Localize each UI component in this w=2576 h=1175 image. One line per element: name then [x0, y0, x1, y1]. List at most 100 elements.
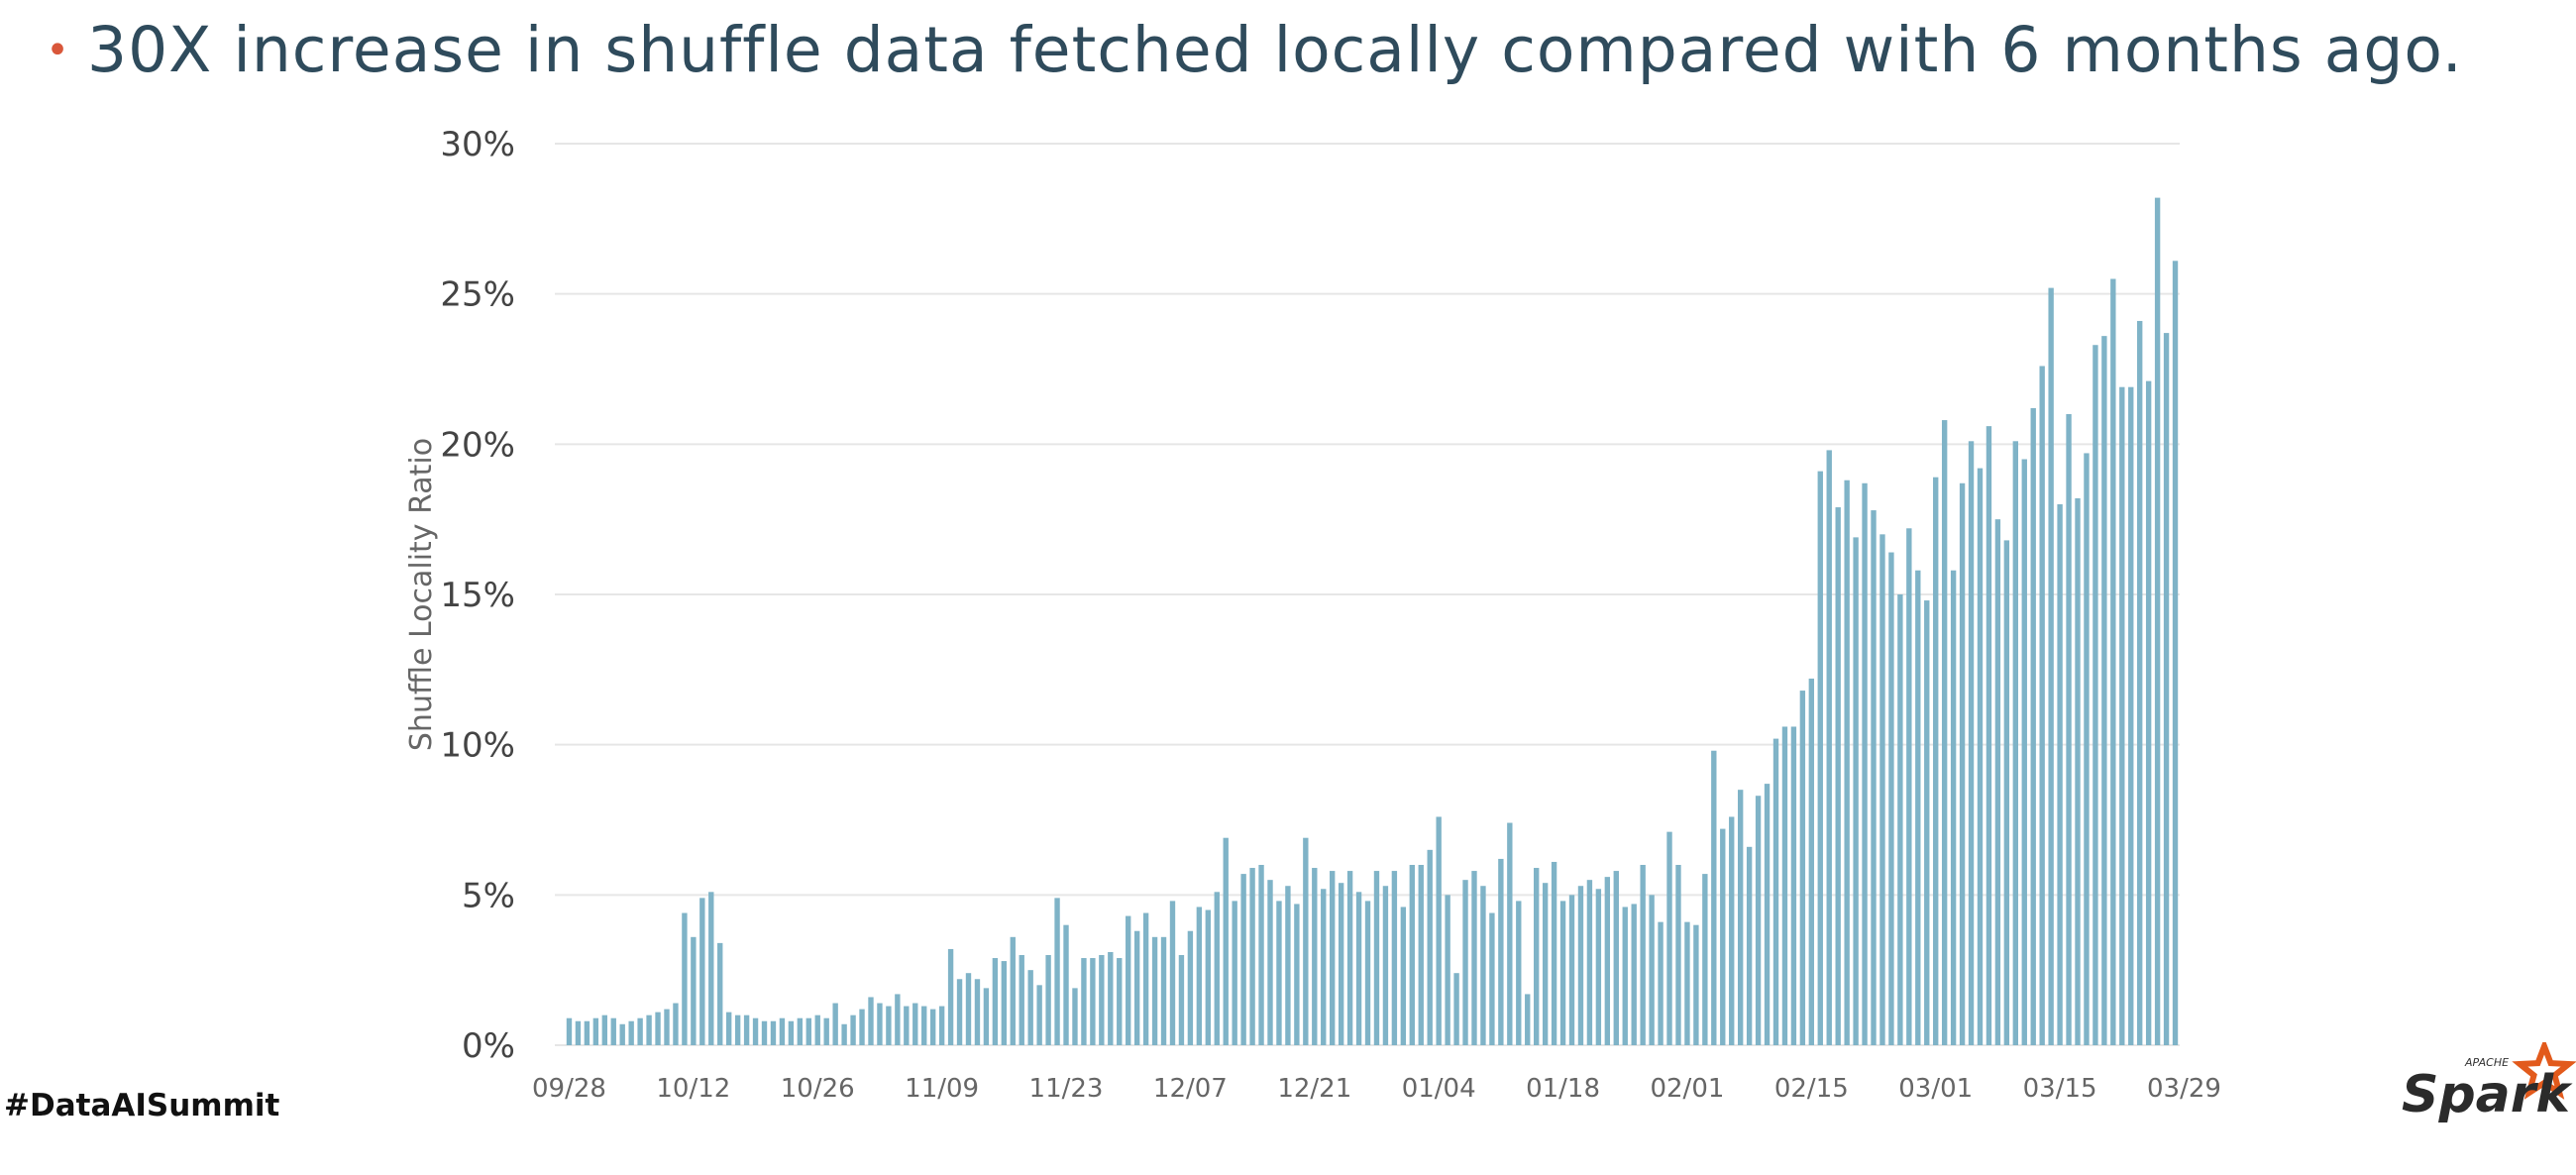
x-tick-label: 12/21 [1277, 1074, 1351, 1104]
bar [1108, 951, 1114, 1045]
bar [1099, 955, 1105, 1045]
bar [2039, 366, 2045, 1045]
bar [2119, 386, 2125, 1045]
chart-svg: 0% 5% 10% 15% 20% 25% 30% 09/28 10/12 10/26 11/09 1… [404, 125, 2221, 1104]
event-hashtag: #DataAISummit [4, 1088, 280, 1123]
bar-chart: 0% 5% 10% 15% 20% 25% 30% 09/28 10/12 10/26 11/09 1… [376, 114, 2239, 1105]
bar [1045, 955, 1051, 1045]
bar [2075, 497, 2081, 1045]
x-tick-label: 01/04 [1402, 1074, 1476, 1104]
bar [628, 1020, 634, 1045]
bar [1019, 955, 1024, 1045]
bar [743, 1015, 750, 1045]
bar [1223, 837, 1229, 1045]
bar [814, 1015, 820, 1045]
headline: 30X increase in shuffle data fetched loc… [87, 14, 2463, 86]
bar [2172, 261, 2179, 1045]
y-tick-label: 25% [440, 275, 515, 315]
bar [1862, 482, 1868, 1045]
bar [938, 1006, 945, 1045]
bar [1409, 865, 1415, 1045]
bar [1950, 570, 1957, 1045]
bar [1436, 816, 1442, 1045]
bar [1471, 871, 1477, 1045]
bar [805, 1017, 811, 1045]
bar [566, 1017, 573, 1045]
bar [1330, 871, 1336, 1045]
bar [904, 1006, 910, 1045]
bar [2110, 278, 2116, 1045]
bullet-point: • [46, 27, 69, 73]
y-axis-label: Shuffle Locality Ratio [404, 438, 439, 751]
bar [1418, 865, 1424, 1045]
bar [1126, 915, 1131, 1045]
bar [1853, 537, 1859, 1045]
bar [1968, 441, 1975, 1045]
bar [1675, 865, 1681, 1045]
bar [1063, 924, 1069, 1045]
bar [1498, 858, 1504, 1045]
x-tick-label: 03/29 [2147, 1074, 2221, 1104]
bar [655, 1012, 661, 1045]
bar [2154, 197, 2161, 1046]
y-tick-label: 30% [440, 125, 515, 164]
bar [1427, 849, 1433, 1045]
bar [2057, 504, 2063, 1045]
bar [1187, 930, 1194, 1045]
bar [1720, 828, 1726, 1045]
bar [2003, 540, 2010, 1045]
bar [1072, 988, 1078, 1045]
bar [877, 1003, 883, 1045]
bar [734, 1015, 741, 1045]
bar [850, 1015, 856, 1045]
spark-logo-graphic: APACHE Spark [2402, 1037, 2576, 1124]
bar [2066, 414, 2072, 1045]
bar [1285, 886, 1291, 1045]
bar [1525, 994, 1531, 1045]
bar [1808, 678, 1815, 1045]
bar [1799, 691, 1806, 1045]
bar [1169, 901, 1176, 1045]
bar [841, 1023, 847, 1045]
bar [1142, 912, 1149, 1045]
bar [912, 1003, 918, 1045]
spark-logo-superscript: APACHE [2464, 1056, 2509, 1069]
bar [1258, 865, 1264, 1045]
bar [1897, 594, 1903, 1045]
bar [1151, 936, 1158, 1045]
bar [1577, 886, 1584, 1045]
bar [823, 1017, 829, 1045]
x-tick-label: 03/01 [1898, 1074, 1973, 1104]
y-tick-label: 10% [440, 726, 515, 766]
x-tick-label: 02/01 [1650, 1074, 1724, 1104]
bar [1559, 901, 1566, 1045]
bar [1205, 909, 1211, 1045]
bar [788, 1020, 795, 1045]
bar [1586, 880, 1593, 1045]
bar [1568, 895, 1575, 1045]
bar [2128, 386, 2134, 1045]
bar [2084, 453, 2090, 1045]
bar [983, 988, 990, 1045]
bar [1915, 570, 1921, 1045]
bar [2101, 336, 2107, 1046]
bar [1933, 477, 1939, 1045]
bar [673, 1003, 679, 1045]
bar [1826, 450, 1832, 1045]
x-tick-label: 10/12 [656, 1074, 730, 1104]
bar [886, 1006, 892, 1045]
x-tick-label: 11/23 [1029, 1074, 1104, 1104]
bar [1117, 958, 1123, 1045]
bar [1879, 534, 1885, 1045]
bar [575, 1020, 582, 1045]
bar [1001, 961, 1008, 1045]
y-tick-label: 20% [440, 425, 515, 465]
bar [1534, 868, 1540, 1045]
bar [2163, 333, 2170, 1046]
bar [1249, 868, 1255, 1045]
bar [610, 1017, 616, 1045]
bar [1312, 868, 1318, 1045]
bar [779, 1017, 786, 1045]
y-tick-label: 15% [440, 576, 515, 615]
bar [1772, 738, 1779, 1045]
